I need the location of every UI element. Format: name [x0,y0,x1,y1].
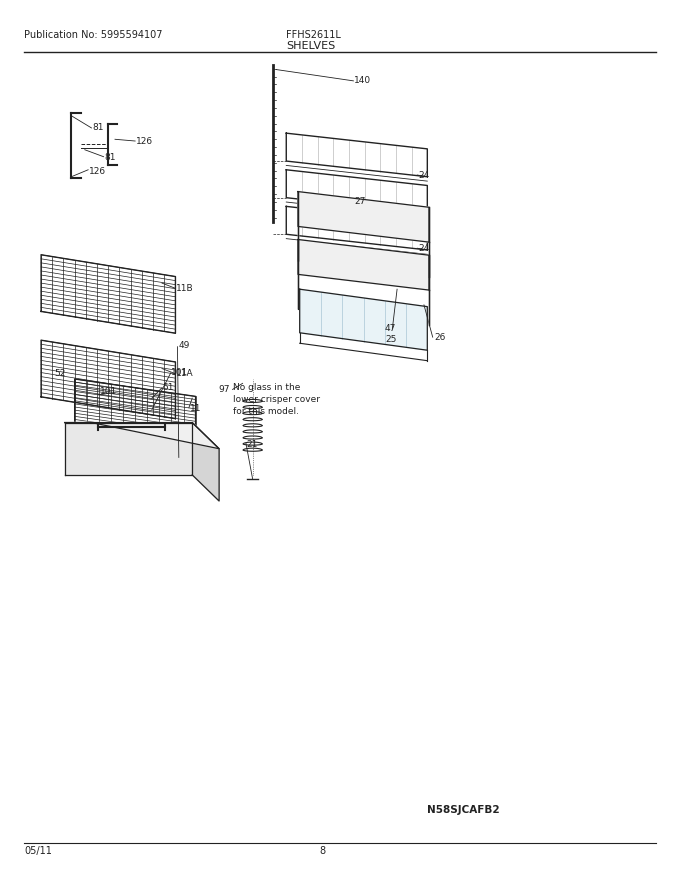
Text: 25A: 25A [376,226,394,235]
Text: 24: 24 [418,244,429,253]
Text: 97: 97 [218,385,230,394]
Polygon shape [65,422,192,475]
Text: No glass in the
lower crisper cover
for this model.: No glass in the lower crisper cover for … [233,384,320,416]
Text: 126: 126 [89,167,106,176]
Polygon shape [300,290,427,350]
Text: 11: 11 [190,404,201,413]
Polygon shape [298,192,429,242]
Text: 11A: 11A [176,370,194,378]
Polygon shape [298,239,429,290]
Text: N58SJCAFB2: N58SJCAFB2 [427,805,500,816]
Text: FFHS2611L: FFHS2611L [286,30,341,40]
Text: 26: 26 [434,333,445,341]
Polygon shape [192,422,219,501]
Polygon shape [65,422,219,449]
Text: 11B: 11B [176,284,194,293]
Text: SHELVES: SHELVES [286,41,335,51]
Text: Publication No: 5995594107: Publication No: 5995594107 [24,30,163,40]
Text: 51: 51 [163,383,174,392]
Text: 81: 81 [92,123,103,133]
Text: 24: 24 [418,171,429,180]
Text: 101: 101 [171,369,188,378]
Text: 21: 21 [247,440,258,449]
Text: 27: 27 [354,196,365,206]
Text: 25: 25 [385,335,396,344]
Text: 101: 101 [99,386,117,396]
Text: 81: 81 [104,153,116,162]
Text: 49: 49 [178,341,190,350]
Text: 140: 140 [354,77,371,85]
Text: 52: 52 [54,370,66,378]
Text: 126: 126 [136,137,153,146]
Text: 8: 8 [320,847,326,856]
Text: 05/11: 05/11 [24,847,52,856]
Text: 24: 24 [418,207,429,216]
Text: 47: 47 [385,324,396,333]
